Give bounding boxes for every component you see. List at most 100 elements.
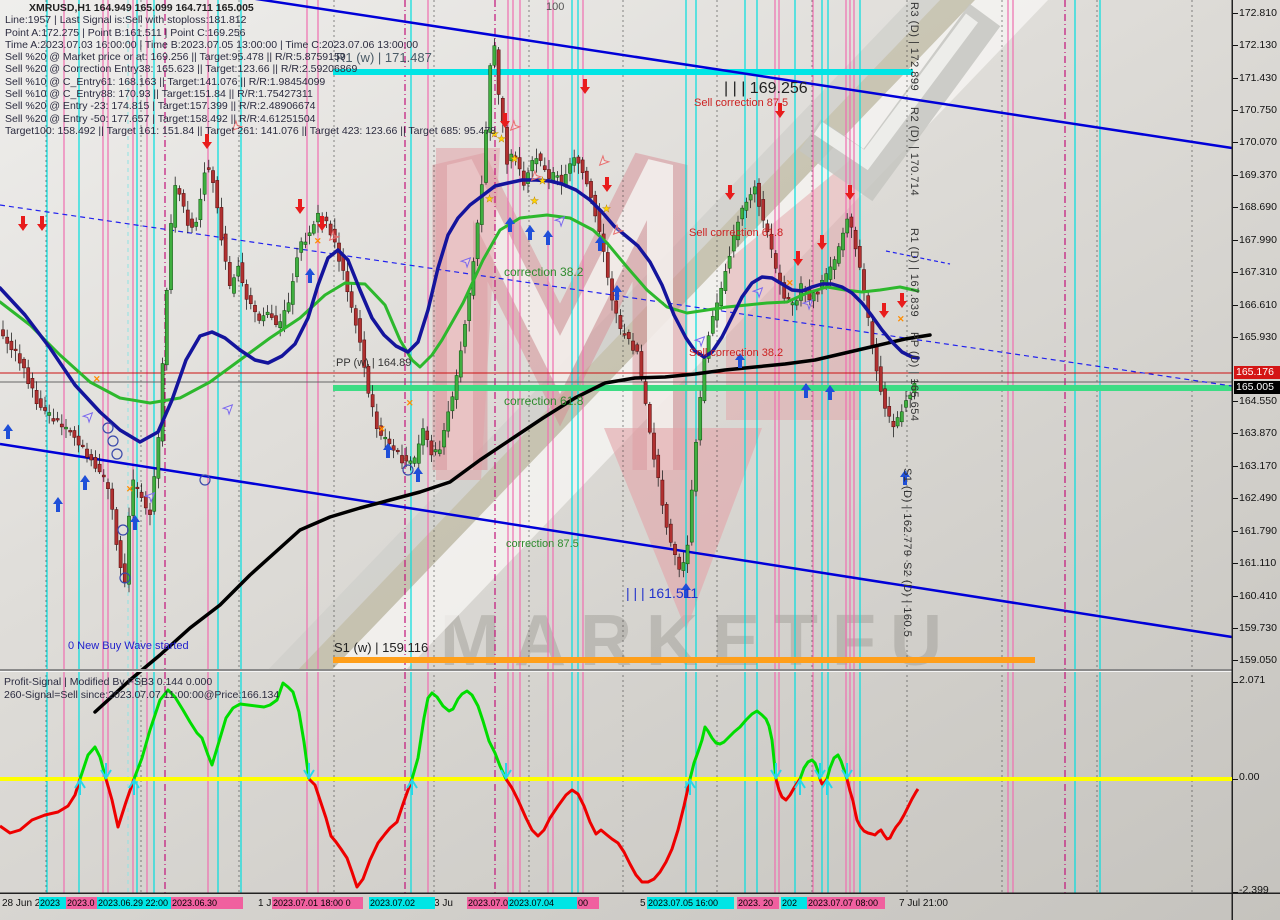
candle-body xyxy=(698,397,703,441)
candle-body xyxy=(786,297,791,300)
price-tick-label: 172.810 xyxy=(1239,7,1277,20)
daily-pivot-label: R1 (D) | 167.839 xyxy=(908,228,920,318)
tick xyxy=(1233,595,1238,597)
osc-line-segment xyxy=(825,753,849,780)
candle-body xyxy=(143,495,148,509)
price-tick-label: 161.790 xyxy=(1239,525,1277,538)
ask-price-tag: 165.176 xyxy=(1234,365,1280,379)
candle-body xyxy=(190,218,194,228)
candle-body xyxy=(568,163,572,174)
candle-body xyxy=(64,426,68,430)
candle-body xyxy=(316,212,320,223)
candle-body xyxy=(408,460,413,464)
daily-pivot-label: S1 (D) | 162.779 xyxy=(901,468,913,557)
s1w-line xyxy=(333,657,1035,663)
candle-body xyxy=(30,378,35,389)
candle-body xyxy=(387,438,392,445)
candle-body xyxy=(904,400,908,408)
candle-body xyxy=(286,302,291,312)
candle-body xyxy=(883,388,887,409)
candle-body xyxy=(1,329,5,337)
hollow-up-arrow-icon: ➤ xyxy=(220,399,238,417)
candle-body xyxy=(555,175,560,178)
candle-body xyxy=(488,65,493,133)
candle-body xyxy=(689,489,694,543)
candle-body xyxy=(366,366,371,394)
info-line: Sell %20 @ Correction Entry38: 165.623 |… xyxy=(5,63,358,76)
sell-arrow-icon xyxy=(775,103,785,118)
circle-marker-icon xyxy=(402,464,414,476)
price-tick-label: 167.990 xyxy=(1239,233,1277,246)
point-c-label: | | | 169.256 xyxy=(724,80,808,97)
candle-body xyxy=(244,284,249,300)
candle-body xyxy=(307,232,312,236)
candle-body xyxy=(521,170,526,186)
candle-body xyxy=(311,224,316,234)
candle-body xyxy=(513,155,518,160)
x-mark-icon: ✕ xyxy=(378,424,386,434)
candle-body xyxy=(517,157,522,170)
price-tick-label: 162.490 xyxy=(1239,492,1277,505)
candle-body xyxy=(895,417,900,427)
info-line: Point A:172.275 | Point B:161.511 | Poin… xyxy=(5,26,246,39)
time-label: 5 xyxy=(640,898,646,909)
candle-body xyxy=(509,153,514,162)
candle-body xyxy=(173,185,178,228)
candle-body xyxy=(72,430,77,438)
sell-arrow-icon xyxy=(295,199,305,214)
candle-body xyxy=(857,246,862,268)
candle-body xyxy=(269,313,274,318)
candle-body xyxy=(164,289,169,366)
price-tick-label: 163.870 xyxy=(1239,427,1277,440)
info-line: Sell %20 @ Entry -23: 174.815 | Target:1… xyxy=(5,100,316,113)
daily-pivot-label: S2 (D) | 160.5 xyxy=(901,562,913,638)
candle-body xyxy=(542,165,547,171)
signal-info-block: XMRUSD,H1 164.949 165.099 164.711 165.00… xyxy=(5,2,496,137)
tick xyxy=(1233,109,1238,111)
buy-arrow-icon xyxy=(383,443,393,458)
candle-body xyxy=(68,430,73,433)
candle-body xyxy=(38,398,43,408)
candle-body xyxy=(13,348,18,351)
sell-arrow-icon xyxy=(725,185,735,200)
candle-body xyxy=(551,172,556,182)
daily-pivot-label: PP (D) | 165.654 xyxy=(908,332,920,422)
x-mark-icon: ✕ xyxy=(126,484,134,494)
candle-body xyxy=(790,302,795,306)
star-icon: ★ xyxy=(497,134,506,145)
candle-body xyxy=(374,411,379,429)
candle-body xyxy=(332,228,337,243)
info-line: Sell %10 @ C_Entry61: 168.163 || Target:… xyxy=(5,75,326,88)
candle-body xyxy=(450,396,455,412)
time-label: 28 Jun 20 xyxy=(2,898,46,909)
star-icon: ★ xyxy=(510,154,519,165)
x-mark-icon: ✕ xyxy=(786,278,794,288)
candle-body xyxy=(614,300,619,314)
candle-body xyxy=(34,390,39,405)
candle-body xyxy=(295,257,299,277)
oscillator xyxy=(0,681,1232,889)
buy-arrow-icon xyxy=(681,583,691,598)
correction-87: correction 87.5 xyxy=(506,538,579,550)
time-label: 1 J xyxy=(258,898,272,909)
candle-body xyxy=(55,418,60,421)
candle-body xyxy=(538,153,543,161)
candle-body xyxy=(694,442,698,492)
candle-body xyxy=(631,340,635,351)
sell-arrow-icon xyxy=(817,235,827,250)
candle-body xyxy=(547,169,551,179)
candle-body xyxy=(412,457,417,464)
green-ma xyxy=(0,213,920,405)
candle-body xyxy=(908,394,913,399)
candle-body xyxy=(874,344,879,372)
candle-body xyxy=(610,278,614,301)
candle-body xyxy=(135,486,140,490)
candle-body xyxy=(370,394,375,408)
candle-body xyxy=(362,339,367,368)
candle-body xyxy=(114,509,119,545)
price-tick-label: 172.130 xyxy=(1239,39,1277,52)
circle-marker-icon xyxy=(117,524,129,536)
candle-body xyxy=(395,449,400,453)
hollow-down-arrow-icon: ➤ xyxy=(594,153,612,171)
